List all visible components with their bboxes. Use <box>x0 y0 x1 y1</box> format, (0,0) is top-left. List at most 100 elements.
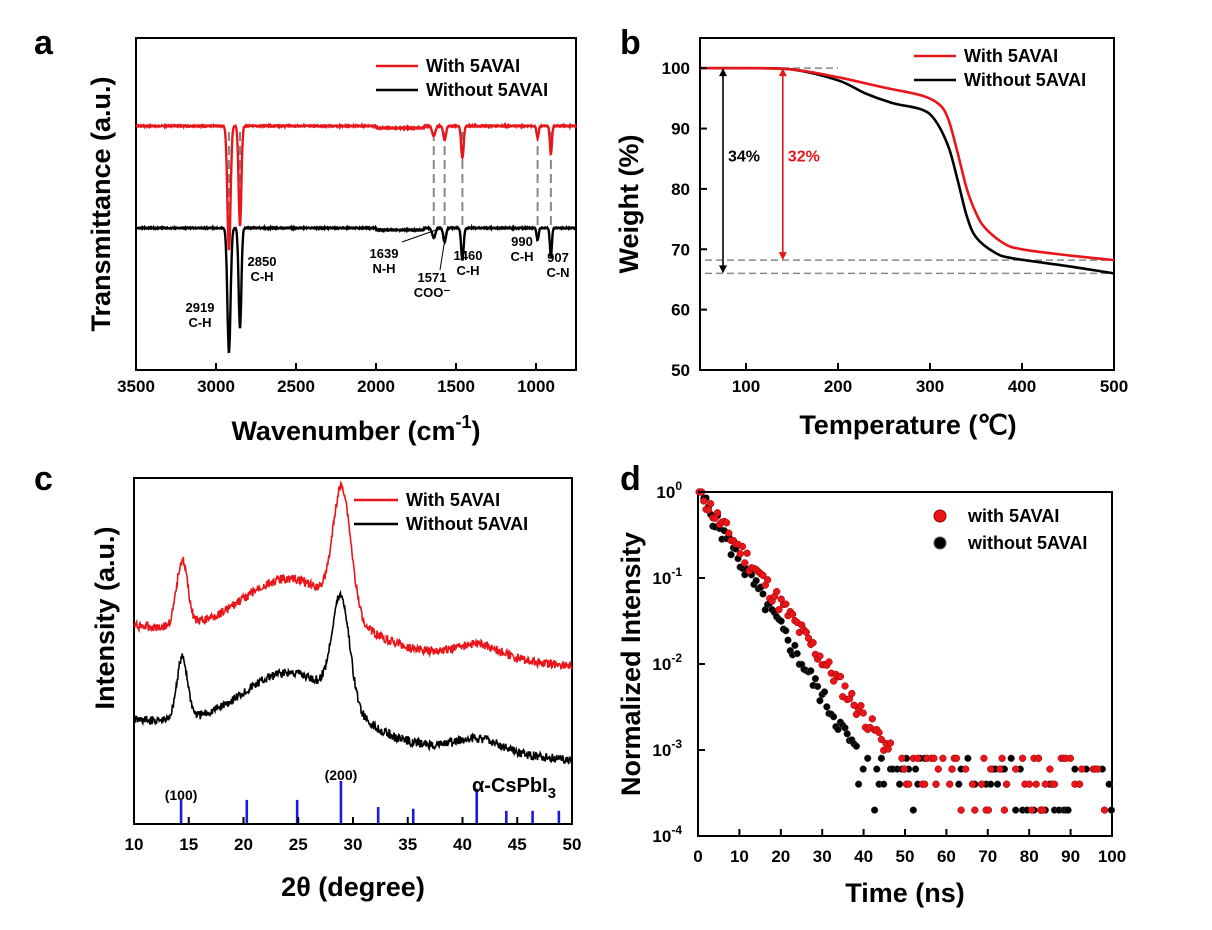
panel-c-xrd-chart: (100) (200) α-CsPbI3 10 15 20 25 30 35 40 45 50 Wi… <box>90 477 582 902</box>
panel-a-peak-label: 1639 <box>370 246 399 261</box>
panel-a-x-axis-title: Wavenumber (cm-1) <box>231 412 480 446</box>
panel-d-data-point <box>1075 780 1084 788</box>
panel-a-frame <box>135 37 577 371</box>
panel-d-legend-without: without 5AVAI <box>967 533 1087 553</box>
panel-b-arrow-label: 32% <box>788 149 820 166</box>
panel-d-x-axis-title: Time (ns) <box>845 878 965 908</box>
panel-d-legend-swatch-with <box>933 509 947 523</box>
panel-d-data-point <box>773 587 781 596</box>
panel-d-data-point <box>1012 806 1020 814</box>
panel-d-data-point <box>736 550 744 558</box>
panel-d-data-point <box>834 725 842 734</box>
panel-d-y-tick-label: 10-4 <box>652 823 682 846</box>
panel-a-peak-label: 2850 <box>248 254 277 269</box>
panel-b-y-tick-label: 60 <box>671 301 690 320</box>
panel-d-data-point <box>864 754 872 762</box>
panel-d-data-point <box>829 713 838 721</box>
panel-d-data-point <box>1107 806 1116 814</box>
panel-d-data-point <box>791 641 799 650</box>
panel-a-x-tick-label: 3500 <box>117 377 155 396</box>
panel-d-data-point <box>880 780 888 788</box>
panel-d-data-point <box>1071 765 1079 773</box>
panel-d-legend-swatch-without <box>933 536 947 550</box>
panel-a-peak-label: C-H <box>188 315 211 330</box>
panel-b-x-tick-label: 500 <box>1100 377 1128 396</box>
panel-d-data-point <box>848 689 856 698</box>
panel-d-data-point <box>788 610 797 618</box>
panel-c-legend: With 5AVAI Without 5AVAI <box>354 490 528 534</box>
panel-d-data-point <box>875 728 883 737</box>
panel-a-peak-label: C-H <box>250 269 273 284</box>
panel-d-data-point <box>868 715 876 723</box>
panel-d-data-point <box>1002 780 1011 788</box>
panel-d-data-point <box>911 765 920 773</box>
panel-d-data-point <box>1012 765 1020 773</box>
panel-a-peak-label: 907 <box>547 250 569 265</box>
panel-d-x-tick-label: 50 <box>896 847 915 866</box>
panel-d-data-point <box>971 806 979 814</box>
panel-d-data-point <box>743 549 751 557</box>
panel-d-data-point <box>816 697 824 705</box>
panel-a-legend: With 5AVAI Without 5AVAI <box>376 56 548 100</box>
panel-d-data-point <box>841 682 849 690</box>
panel-d-data-point <box>1105 780 1113 788</box>
panel-d-data-point <box>713 509 722 517</box>
panel-d-data-point <box>809 639 817 647</box>
panel-d-data-point <box>793 649 801 658</box>
panel-d-y-tick-label: 10-1 <box>652 565 682 588</box>
panel-d-data-point <box>921 780 929 788</box>
panel-d-legend: with 5AVAI without 5AVAI <box>933 506 1087 553</box>
panel-d-data-point <box>955 780 963 788</box>
panel-d-data-point <box>813 682 822 691</box>
panel-label-b: b <box>620 24 641 62</box>
panel-d-data-point <box>784 636 792 644</box>
panel-c-x-axis-title: 2θ (degree) <box>281 872 425 902</box>
panel-d-data-point <box>932 780 940 788</box>
panel-d-data-point <box>987 765 995 773</box>
panel-a-peak-label: 1571 <box>418 270 447 285</box>
panel-d-data-point <box>782 600 790 608</box>
panel-a-y-axis-title: Transmittance (a.u.) <box>86 76 116 331</box>
panel-d-x-tick-label: 10 <box>730 847 749 866</box>
panel-a-series-without <box>135 223 577 354</box>
panel-d-data-point <box>777 617 785 625</box>
panel-a-x-tick-label: 3000 <box>197 377 235 396</box>
panel-a-peak-label: C-H <box>456 263 479 278</box>
panel-d-data-point <box>829 677 838 685</box>
panel-d-data-point <box>1034 754 1043 762</box>
panel-d-x-tick-label: 30 <box>813 847 832 866</box>
panel-d-data-point <box>811 675 820 683</box>
panel-d-data-point <box>1064 806 1072 814</box>
panel-label-a: a <box>34 24 54 62</box>
panel-a-peak-label: N-H <box>372 261 395 276</box>
panel-d-data-point <box>905 780 913 788</box>
panel-d-data-point <box>763 576 772 584</box>
panel-d-data-point <box>993 780 1002 788</box>
panel-d-data-point <box>820 688 829 696</box>
panel-d-data-point <box>900 765 908 773</box>
panel-a-peak-label: 990 <box>511 234 533 249</box>
panel-c-reference-peak-label: (200) <box>325 767 358 783</box>
panel-b-legend-with: With 5AVAI <box>964 46 1058 66</box>
panel-d-x-tick-label: 100 <box>1098 847 1126 866</box>
panel-d-data-point <box>873 765 881 773</box>
panel-d-data-point <box>877 754 886 762</box>
panel-a-legend-with: With 5AVAI <box>426 56 520 76</box>
panel-d-data-point <box>964 754 972 762</box>
panel-d-data-point <box>741 559 749 567</box>
panel-a-label-pointer <box>439 231 447 271</box>
panel-d-data-point <box>722 519 731 527</box>
panel-c-x-tick-label: 50 <box>563 835 582 854</box>
panel-d-y-tick-label: 10-2 <box>652 651 682 674</box>
panel-b-series-without <box>699 66 1115 275</box>
panel-c-x-tick-label: 25 <box>289 835 308 854</box>
panel-b-arrow-head <box>719 265 727 274</box>
panel-c-series-with <box>133 479 573 670</box>
panel-d-data-point <box>775 606 783 614</box>
panel-d-data-point <box>980 754 988 762</box>
panel-b-x-axis-title: Temperature (℃) <box>799 410 1016 440</box>
panel-d-data-point <box>854 780 863 788</box>
panel-label-c: c <box>34 460 53 498</box>
panel-d-data-point <box>816 652 824 660</box>
